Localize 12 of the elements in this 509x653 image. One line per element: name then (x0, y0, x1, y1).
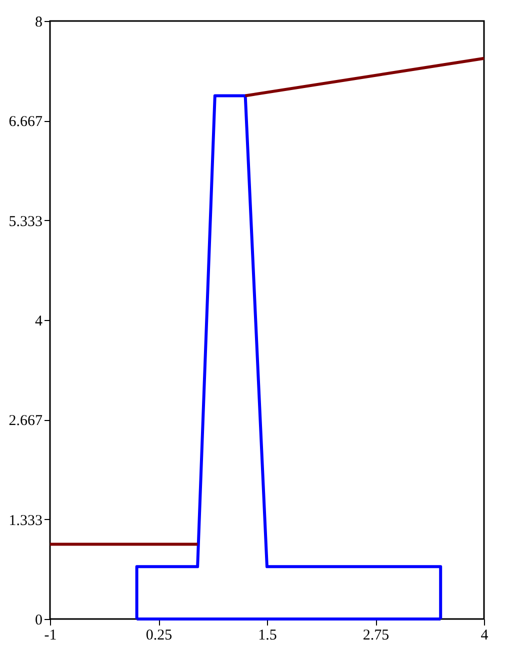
x-tick-label: -1 (44, 628, 57, 644)
y-tick-label: 0 (35, 612, 42, 628)
y-tick-label: 8 (35, 14, 42, 30)
y-tick-label: 5.333 (8, 214, 42, 230)
y-tick-label: 6.667 (8, 114, 43, 130)
y-tick-label: 1.333 (8, 512, 42, 529)
y-tick-label: 4 (35, 314, 43, 330)
x-tick-label: 4 (480, 628, 489, 644)
x-tick-label: 0.25 (146, 628, 172, 644)
x-tick-label: 2.75 (362, 628, 390, 644)
y-tick-label: 2.667 (8, 413, 43, 430)
x-tick-label: 1.5 (258, 628, 277, 644)
